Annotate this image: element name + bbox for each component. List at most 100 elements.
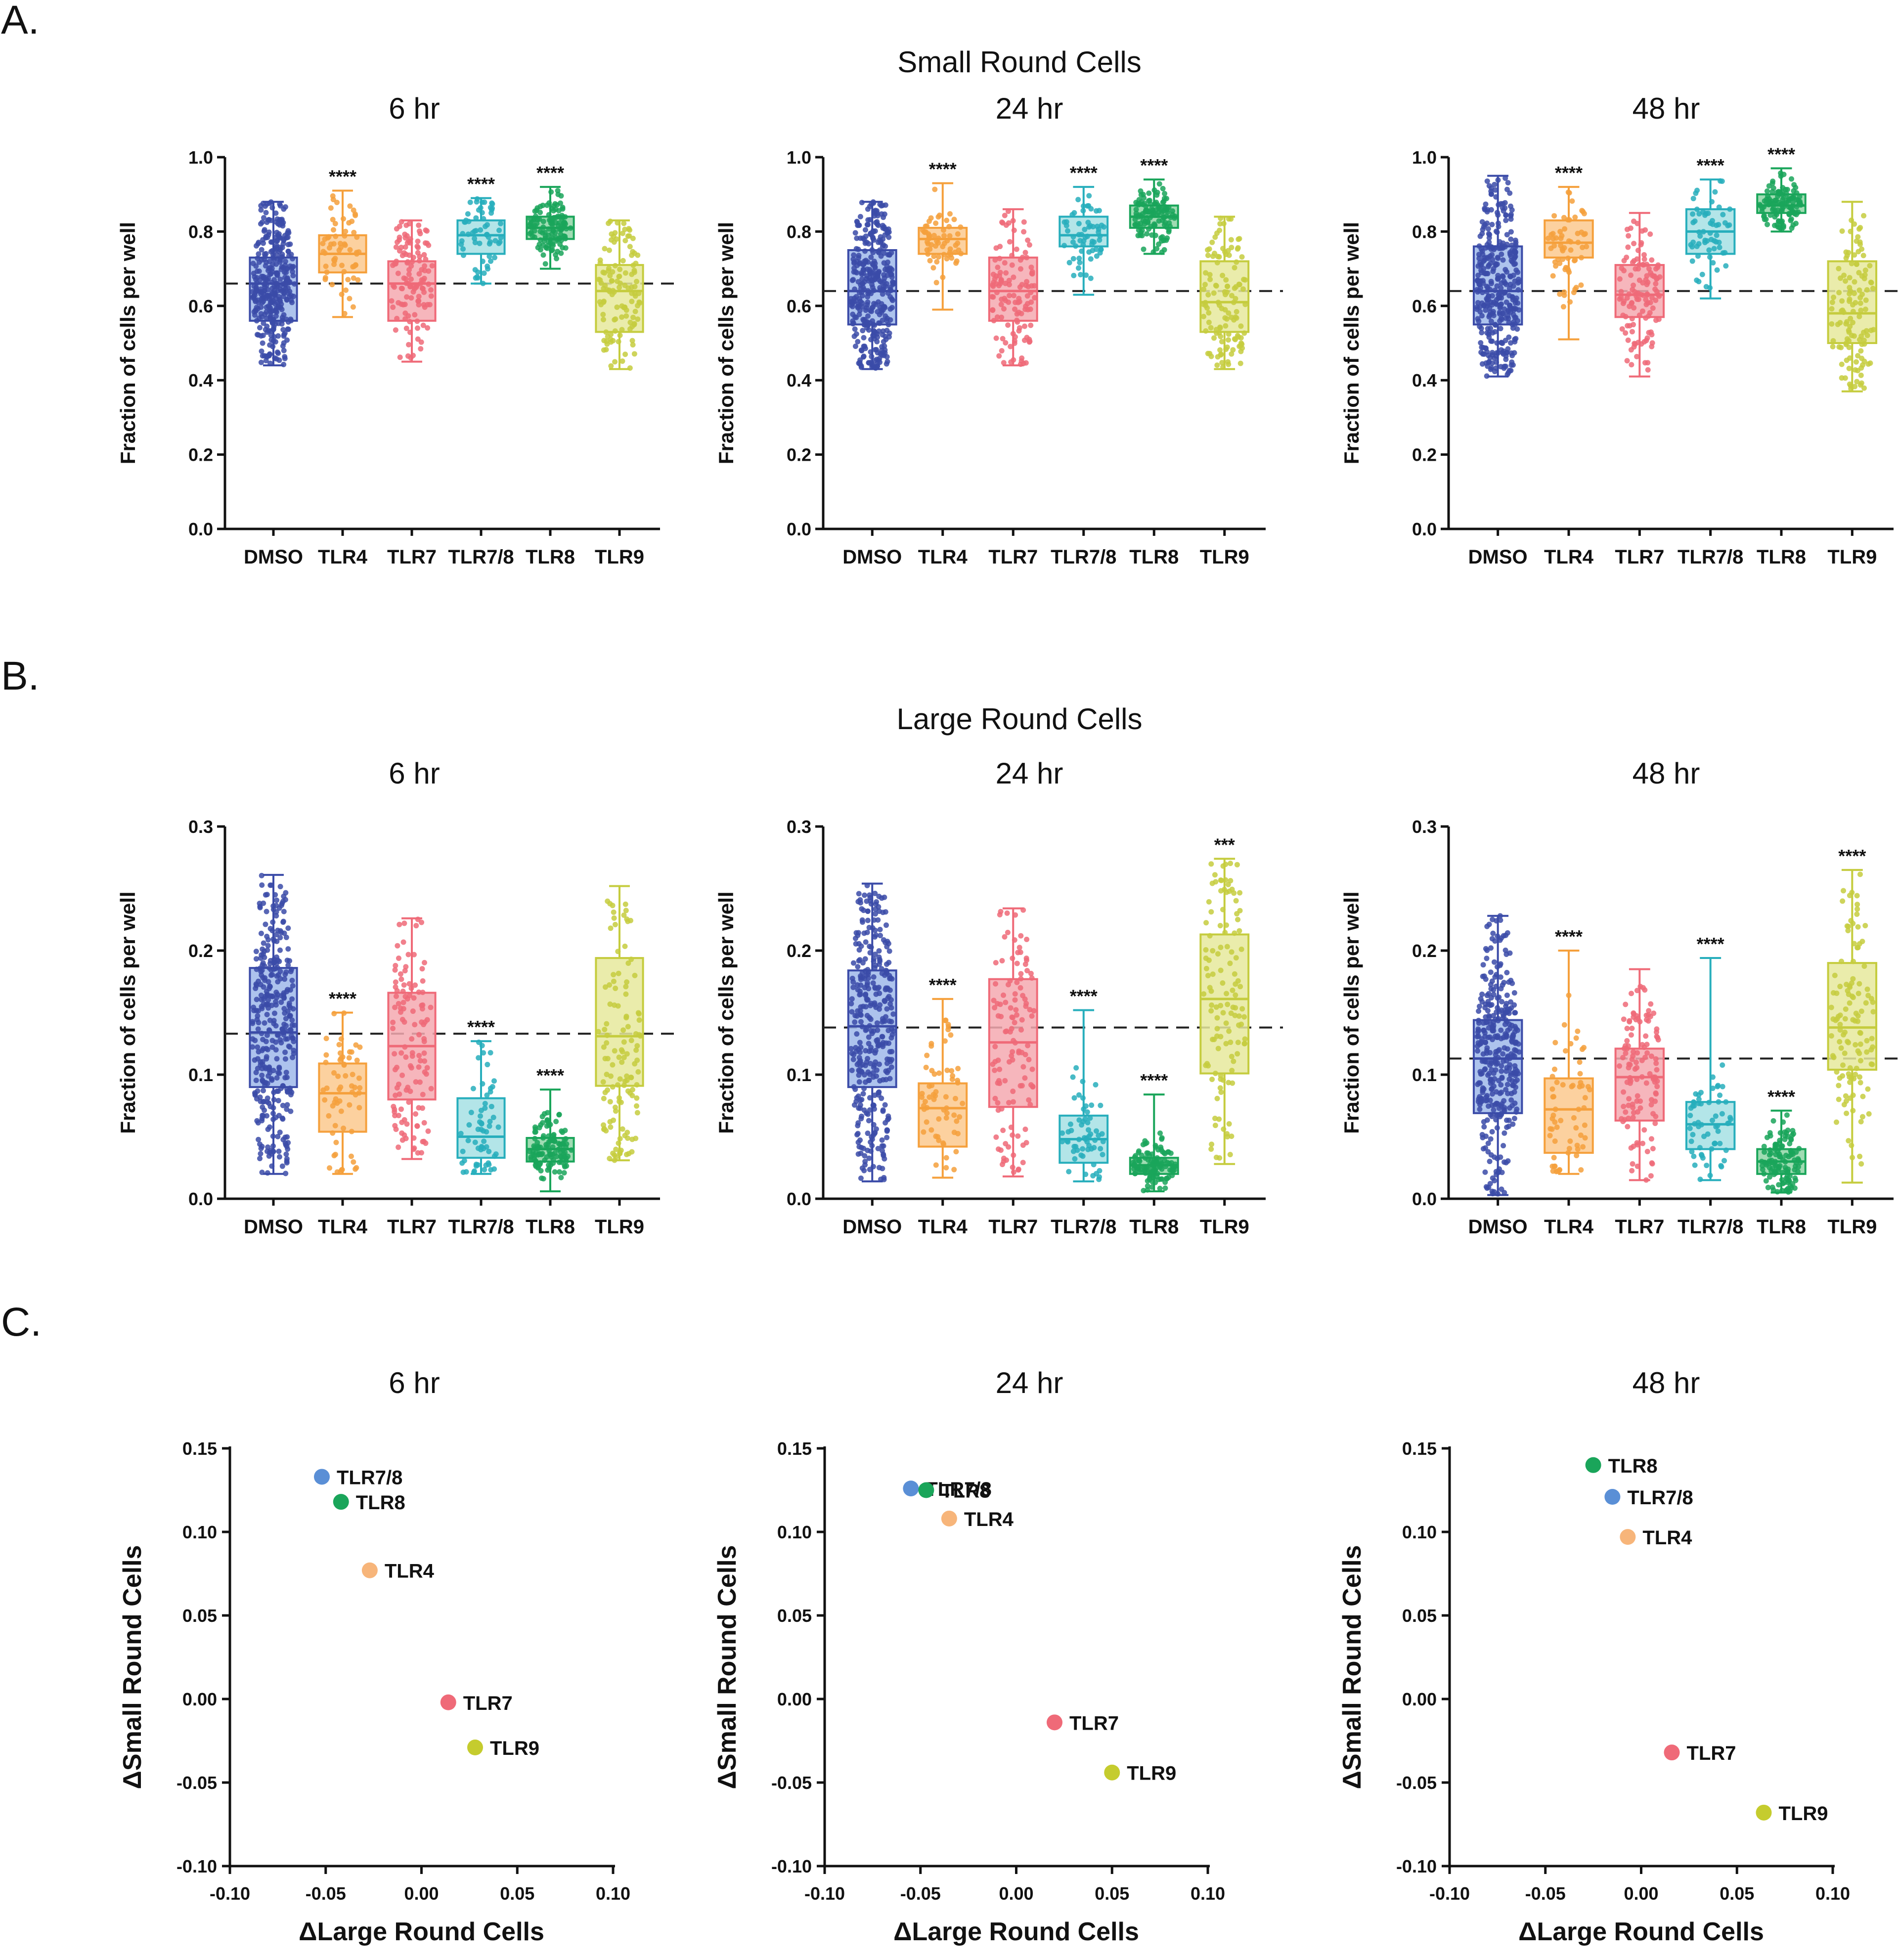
data-point xyxy=(1019,1083,1025,1089)
data-point xyxy=(1233,981,1238,987)
data-point xyxy=(1008,359,1014,365)
data-point xyxy=(1492,322,1498,328)
data-point xyxy=(1026,242,1032,248)
data-point xyxy=(1642,360,1648,366)
data-point xyxy=(419,919,425,925)
data-point xyxy=(428,287,434,293)
data-point xyxy=(995,1057,1001,1063)
data-point xyxy=(275,979,281,985)
data-point xyxy=(261,940,266,946)
x-category-label: TLR7/8 xyxy=(448,546,514,568)
data-point xyxy=(266,352,272,358)
data-point xyxy=(290,256,296,261)
data-point xyxy=(1625,337,1631,343)
data-point xyxy=(1010,1099,1016,1105)
data-point xyxy=(1500,1051,1506,1057)
data-point xyxy=(488,258,494,264)
data-point xyxy=(1692,218,1698,224)
y-tick-label: 0.6 xyxy=(188,296,213,316)
data-point xyxy=(1490,330,1496,336)
data-point xyxy=(860,1003,866,1009)
data-point xyxy=(1635,266,1641,272)
data-point xyxy=(1017,257,1023,263)
data-point xyxy=(260,240,266,246)
data-point xyxy=(934,259,940,265)
data-point xyxy=(417,1058,423,1064)
data-point xyxy=(1506,319,1512,325)
data-point xyxy=(1631,305,1637,311)
data-point xyxy=(1214,260,1220,265)
data-point xyxy=(347,1102,353,1108)
data-point xyxy=(1551,1066,1557,1072)
data-point xyxy=(622,901,628,907)
data-point xyxy=(634,279,640,285)
data-point xyxy=(992,257,998,263)
data-point xyxy=(1147,197,1153,203)
data-point xyxy=(477,1119,483,1125)
data-point xyxy=(1550,273,1556,279)
data-point xyxy=(1222,315,1228,321)
data-point xyxy=(853,1098,859,1104)
chart-title: 6 hr xyxy=(389,92,440,125)
data-point xyxy=(1863,297,1869,303)
data-point xyxy=(392,1051,397,1057)
data-point xyxy=(1580,209,1586,215)
data-point xyxy=(269,205,275,211)
data-point xyxy=(867,1061,873,1067)
data-point xyxy=(532,1153,538,1159)
data-point xyxy=(997,256,1003,261)
data-point xyxy=(1499,1068,1504,1074)
data-point xyxy=(1014,1012,1019,1018)
data-point xyxy=(850,311,856,317)
data-point xyxy=(850,1056,856,1062)
data-point xyxy=(279,254,285,260)
data-point xyxy=(407,1089,413,1094)
data-point xyxy=(601,317,607,323)
data-point xyxy=(1502,338,1508,344)
data-point xyxy=(261,1046,266,1052)
data-point xyxy=(1475,300,1481,305)
data-point xyxy=(1479,991,1485,997)
data-point xyxy=(883,1077,889,1083)
data-point xyxy=(869,1134,875,1140)
data-point xyxy=(1070,1074,1076,1080)
data-point xyxy=(1234,259,1239,265)
data-point xyxy=(993,1134,999,1140)
data-point xyxy=(399,1119,405,1125)
data-point xyxy=(1501,1143,1506,1149)
data-point xyxy=(954,1118,960,1124)
data-point xyxy=(255,297,261,303)
data-point xyxy=(1485,226,1491,232)
data-point xyxy=(414,318,420,324)
data-point xyxy=(1487,1034,1493,1040)
data-point xyxy=(1502,947,1508,953)
data-point xyxy=(396,1113,401,1119)
data-point xyxy=(415,250,421,256)
data-point xyxy=(620,258,626,263)
data-point xyxy=(883,1068,889,1074)
data-point xyxy=(881,339,886,345)
data-point xyxy=(1220,907,1226,913)
data-point xyxy=(875,270,881,276)
data-point xyxy=(872,264,878,270)
data-point xyxy=(281,995,287,1001)
data-point xyxy=(357,1085,363,1091)
data-point xyxy=(945,1027,951,1033)
data-point xyxy=(1486,262,1492,268)
data-point xyxy=(1085,1127,1091,1133)
data-point xyxy=(288,316,294,322)
data-point xyxy=(1844,336,1850,342)
data-point xyxy=(1138,224,1144,230)
data-point xyxy=(393,993,399,999)
data-point xyxy=(877,990,883,996)
data-point xyxy=(862,892,868,898)
data-point xyxy=(492,238,498,244)
data-point xyxy=(1478,340,1484,346)
data-point xyxy=(872,951,878,957)
data-point xyxy=(1088,275,1094,281)
data-point xyxy=(1234,309,1239,315)
data-point xyxy=(1029,1013,1035,1019)
data-point xyxy=(408,295,414,301)
data-point xyxy=(412,312,418,318)
data-point xyxy=(1551,213,1557,219)
